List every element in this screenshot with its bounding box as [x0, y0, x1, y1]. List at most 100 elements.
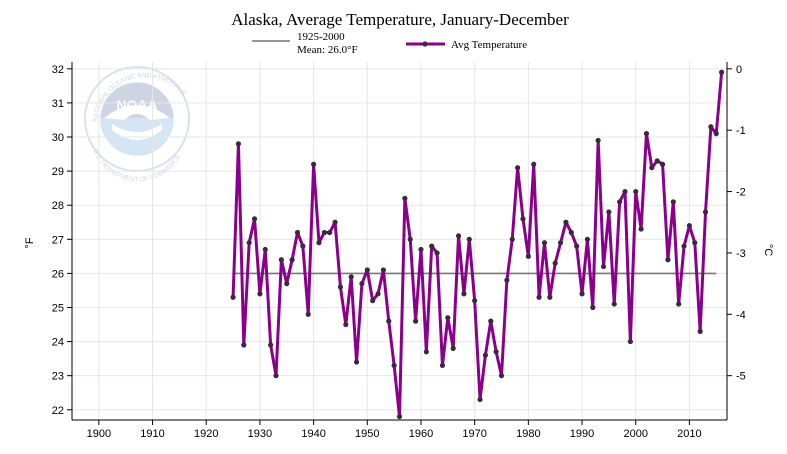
data-point: [370, 298, 376, 304]
y-tick-label: 29: [52, 166, 64, 178]
x-tick-label: 1900: [87, 428, 111, 440]
y-tick-label: 27: [52, 234, 64, 246]
data-point: [380, 267, 386, 273]
data-point: [353, 359, 360, 365]
data-point: [622, 188, 628, 195]
x-tick-label: 1950: [355, 428, 379, 440]
noaa-logo-mark: NOAA: [116, 97, 157, 113]
data-point: [402, 195, 408, 201]
data-point: [692, 240, 698, 246]
data-point: [450, 345, 456, 351]
data-point: [584, 236, 591, 242]
data-point: [493, 349, 499, 355]
x-tick-label: 1920: [194, 428, 218, 440]
x-tick-label: 2010: [677, 428, 701, 440]
data-point: [300, 243, 306, 249]
data-point: [310, 161, 317, 167]
data-point: [348, 274, 354, 280]
data-point: [600, 263, 607, 270]
data-point: [466, 236, 472, 242]
data-point: [284, 281, 290, 287]
data-point: [246, 240, 252, 246]
noaa-logo-watermark: NOAA NATIONAL OCEANIC AND ATMOSPHERIC AD…: [0, 0, 190, 183]
data-point: [396, 413, 403, 420]
data-point: [552, 260, 558, 266]
data-point: [477, 396, 483, 403]
data-point: [429, 243, 435, 249]
series-layer: [230, 69, 725, 420]
data-point: [525, 253, 531, 259]
data-point: [579, 291, 585, 297]
data-point: [332, 219, 338, 225]
data-point: [686, 223, 693, 229]
data-point: [498, 373, 505, 379]
data-point: [595, 137, 601, 144]
data-point: [289, 257, 295, 263]
y-tick-label: 22: [52, 405, 64, 417]
legend-mean-label-value: Mean: 26.0°F: [297, 44, 358, 56]
y-right-tick-label: -2: [736, 187, 746, 199]
x-tick-label: 1980: [516, 428, 540, 440]
data-point: [568, 229, 574, 236]
data-point: [676, 301, 682, 307]
data-point: [418, 246, 424, 253]
y-axis-label-c: °C: [762, 244, 774, 256]
data-point: [643, 131, 650, 137]
data-point: [627, 338, 633, 345]
data-point: [364, 267, 370, 273]
data-point: [681, 243, 687, 249]
y-axis-label-f: °F: [24, 237, 36, 248]
data-point: [697, 328, 703, 334]
series-line: [231, 72, 724, 419]
data-point: [633, 188, 639, 195]
data-point: [638, 226, 644, 232]
data-point: [262, 246, 268, 253]
x-tick-label: 2000: [623, 428, 647, 440]
data-point: [439, 362, 446, 369]
data-point: [611, 301, 617, 307]
data-point: [541, 240, 548, 246]
data-point: [375, 291, 381, 297]
data-point: [659, 161, 666, 167]
data-point: [708, 124, 714, 130]
legend-series-label: Avg Temperature: [451, 39, 527, 51]
y-tick-label: 31: [52, 98, 64, 110]
y-tick-label: 30: [52, 132, 64, 144]
grid: [72, 62, 727, 420]
x-tick-label: 1910: [140, 428, 164, 440]
data-point: [278, 257, 284, 263]
data-point: [413, 318, 419, 324]
y-right-tick-label: -3: [736, 248, 746, 260]
data-point: [547, 294, 553, 300]
data-point: [386, 318, 392, 324]
x-tick-label: 1970: [462, 428, 486, 440]
y-right-tick-label: 0: [736, 64, 742, 76]
data-point: [327, 229, 333, 236]
y-tick-label: 23: [52, 371, 64, 383]
data-point: [305, 311, 311, 317]
data-point: [423, 349, 429, 355]
data-point: [515, 165, 521, 171]
y-right-tick-label: -5: [736, 371, 746, 383]
data-point: [407, 236, 413, 242]
data-point: [563, 219, 569, 225]
y-right-tick-label: -1: [736, 125, 746, 137]
data-point: [590, 304, 596, 311]
data-point: [617, 199, 623, 205]
data-point: [461, 291, 467, 297]
data-point: [359, 281, 365, 287]
legend-series-marker: [422, 41, 428, 47]
data-point: [251, 216, 258, 222]
data-point: [713, 131, 719, 137]
data-point: [654, 158, 660, 164]
x-tick-label: 1930: [248, 428, 272, 440]
data-point: [445, 315, 451, 321]
legend: 1925-2000 Mean: 26.0°F Avg Temperature: [252, 31, 527, 56]
data-point: [230, 294, 236, 300]
x-tick-label: 1960: [409, 428, 433, 440]
data-point: [670, 199, 676, 205]
data-point: [482, 352, 489, 358]
data-point: [235, 141, 242, 147]
data-point: [665, 257, 671, 263]
y-tick-label: 25: [52, 302, 64, 314]
